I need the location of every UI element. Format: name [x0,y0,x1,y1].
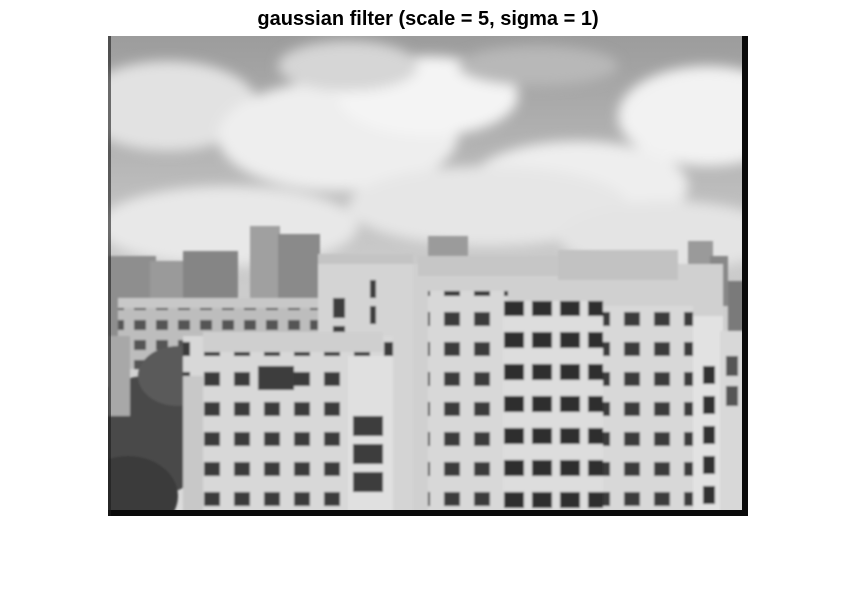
image-axes [108,36,748,516]
figure-title: gaussian filter (scale = 5, sigma = 1) [257,8,599,30]
edge-left [108,36,111,516]
edge-bottom [108,510,748,516]
filtered-photo [108,36,748,516]
edge-right [742,36,748,516]
clouds [108,41,748,271]
